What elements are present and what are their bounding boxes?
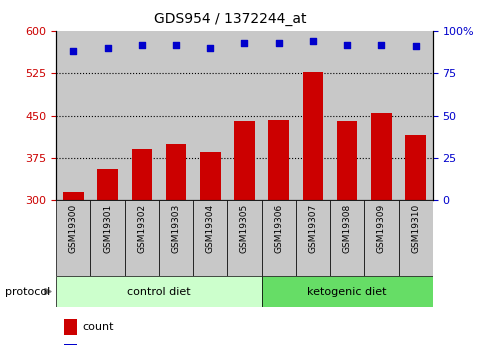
Bar bbox=[302, 72, 323, 200]
Bar bbox=[370, 113, 391, 200]
Bar bbox=[56, 276, 261, 307]
Bar bbox=[97, 169, 118, 200]
Bar bbox=[159, 200, 193, 276]
Point bbox=[69, 49, 77, 54]
Text: GSM19307: GSM19307 bbox=[308, 204, 317, 253]
Point bbox=[103, 45, 111, 51]
Bar bbox=[63, 344, 77, 345]
Point bbox=[206, 45, 214, 51]
Point bbox=[377, 42, 385, 47]
Point bbox=[240, 40, 248, 46]
Bar bbox=[261, 276, 432, 307]
Text: GSM19308: GSM19308 bbox=[342, 204, 351, 253]
Text: GSM19305: GSM19305 bbox=[240, 204, 248, 253]
Bar bbox=[193, 200, 227, 276]
Point bbox=[308, 38, 316, 44]
Bar bbox=[90, 31, 124, 200]
Bar bbox=[295, 200, 329, 276]
Text: GSM19303: GSM19303 bbox=[171, 204, 180, 253]
Bar bbox=[398, 31, 432, 200]
Text: GSM19309: GSM19309 bbox=[376, 204, 385, 253]
Text: GSM19302: GSM19302 bbox=[137, 204, 146, 253]
Bar bbox=[90, 200, 124, 276]
Bar bbox=[336, 121, 357, 200]
Point bbox=[172, 42, 180, 47]
Text: ketogenic diet: ketogenic diet bbox=[307, 287, 386, 296]
Bar bbox=[329, 31, 364, 200]
Bar bbox=[131, 149, 152, 200]
Point bbox=[138, 42, 145, 47]
Point bbox=[343, 42, 350, 47]
Text: control diet: control diet bbox=[127, 287, 190, 296]
Bar bbox=[165, 144, 186, 200]
Text: GSM19300: GSM19300 bbox=[69, 204, 78, 253]
Point bbox=[411, 43, 419, 49]
Bar bbox=[295, 31, 329, 200]
Bar bbox=[63, 319, 77, 335]
Text: GSM19301: GSM19301 bbox=[103, 204, 112, 253]
Text: GDS954 / 1372244_at: GDS954 / 1372244_at bbox=[153, 12, 305, 26]
Bar bbox=[364, 31, 398, 200]
Bar bbox=[56, 31, 90, 200]
Bar bbox=[329, 200, 364, 276]
Bar bbox=[193, 31, 227, 200]
Bar bbox=[227, 200, 261, 276]
Text: GSM19306: GSM19306 bbox=[274, 204, 283, 253]
Bar bbox=[268, 120, 288, 200]
Bar bbox=[159, 31, 193, 200]
Bar bbox=[227, 31, 261, 200]
Text: count: count bbox=[82, 322, 114, 332]
Bar bbox=[261, 200, 295, 276]
Bar bbox=[200, 152, 220, 200]
Text: GSM19310: GSM19310 bbox=[410, 204, 419, 253]
Point bbox=[274, 40, 282, 46]
Bar bbox=[364, 200, 398, 276]
Bar bbox=[405, 135, 425, 200]
Bar bbox=[63, 191, 83, 200]
Bar bbox=[398, 200, 432, 276]
Text: protocol: protocol bbox=[5, 287, 50, 296]
Text: GSM19304: GSM19304 bbox=[205, 204, 214, 253]
Bar bbox=[234, 121, 254, 200]
Bar bbox=[124, 31, 159, 200]
Bar bbox=[261, 31, 295, 200]
Bar bbox=[124, 200, 159, 276]
Bar bbox=[56, 200, 90, 276]
